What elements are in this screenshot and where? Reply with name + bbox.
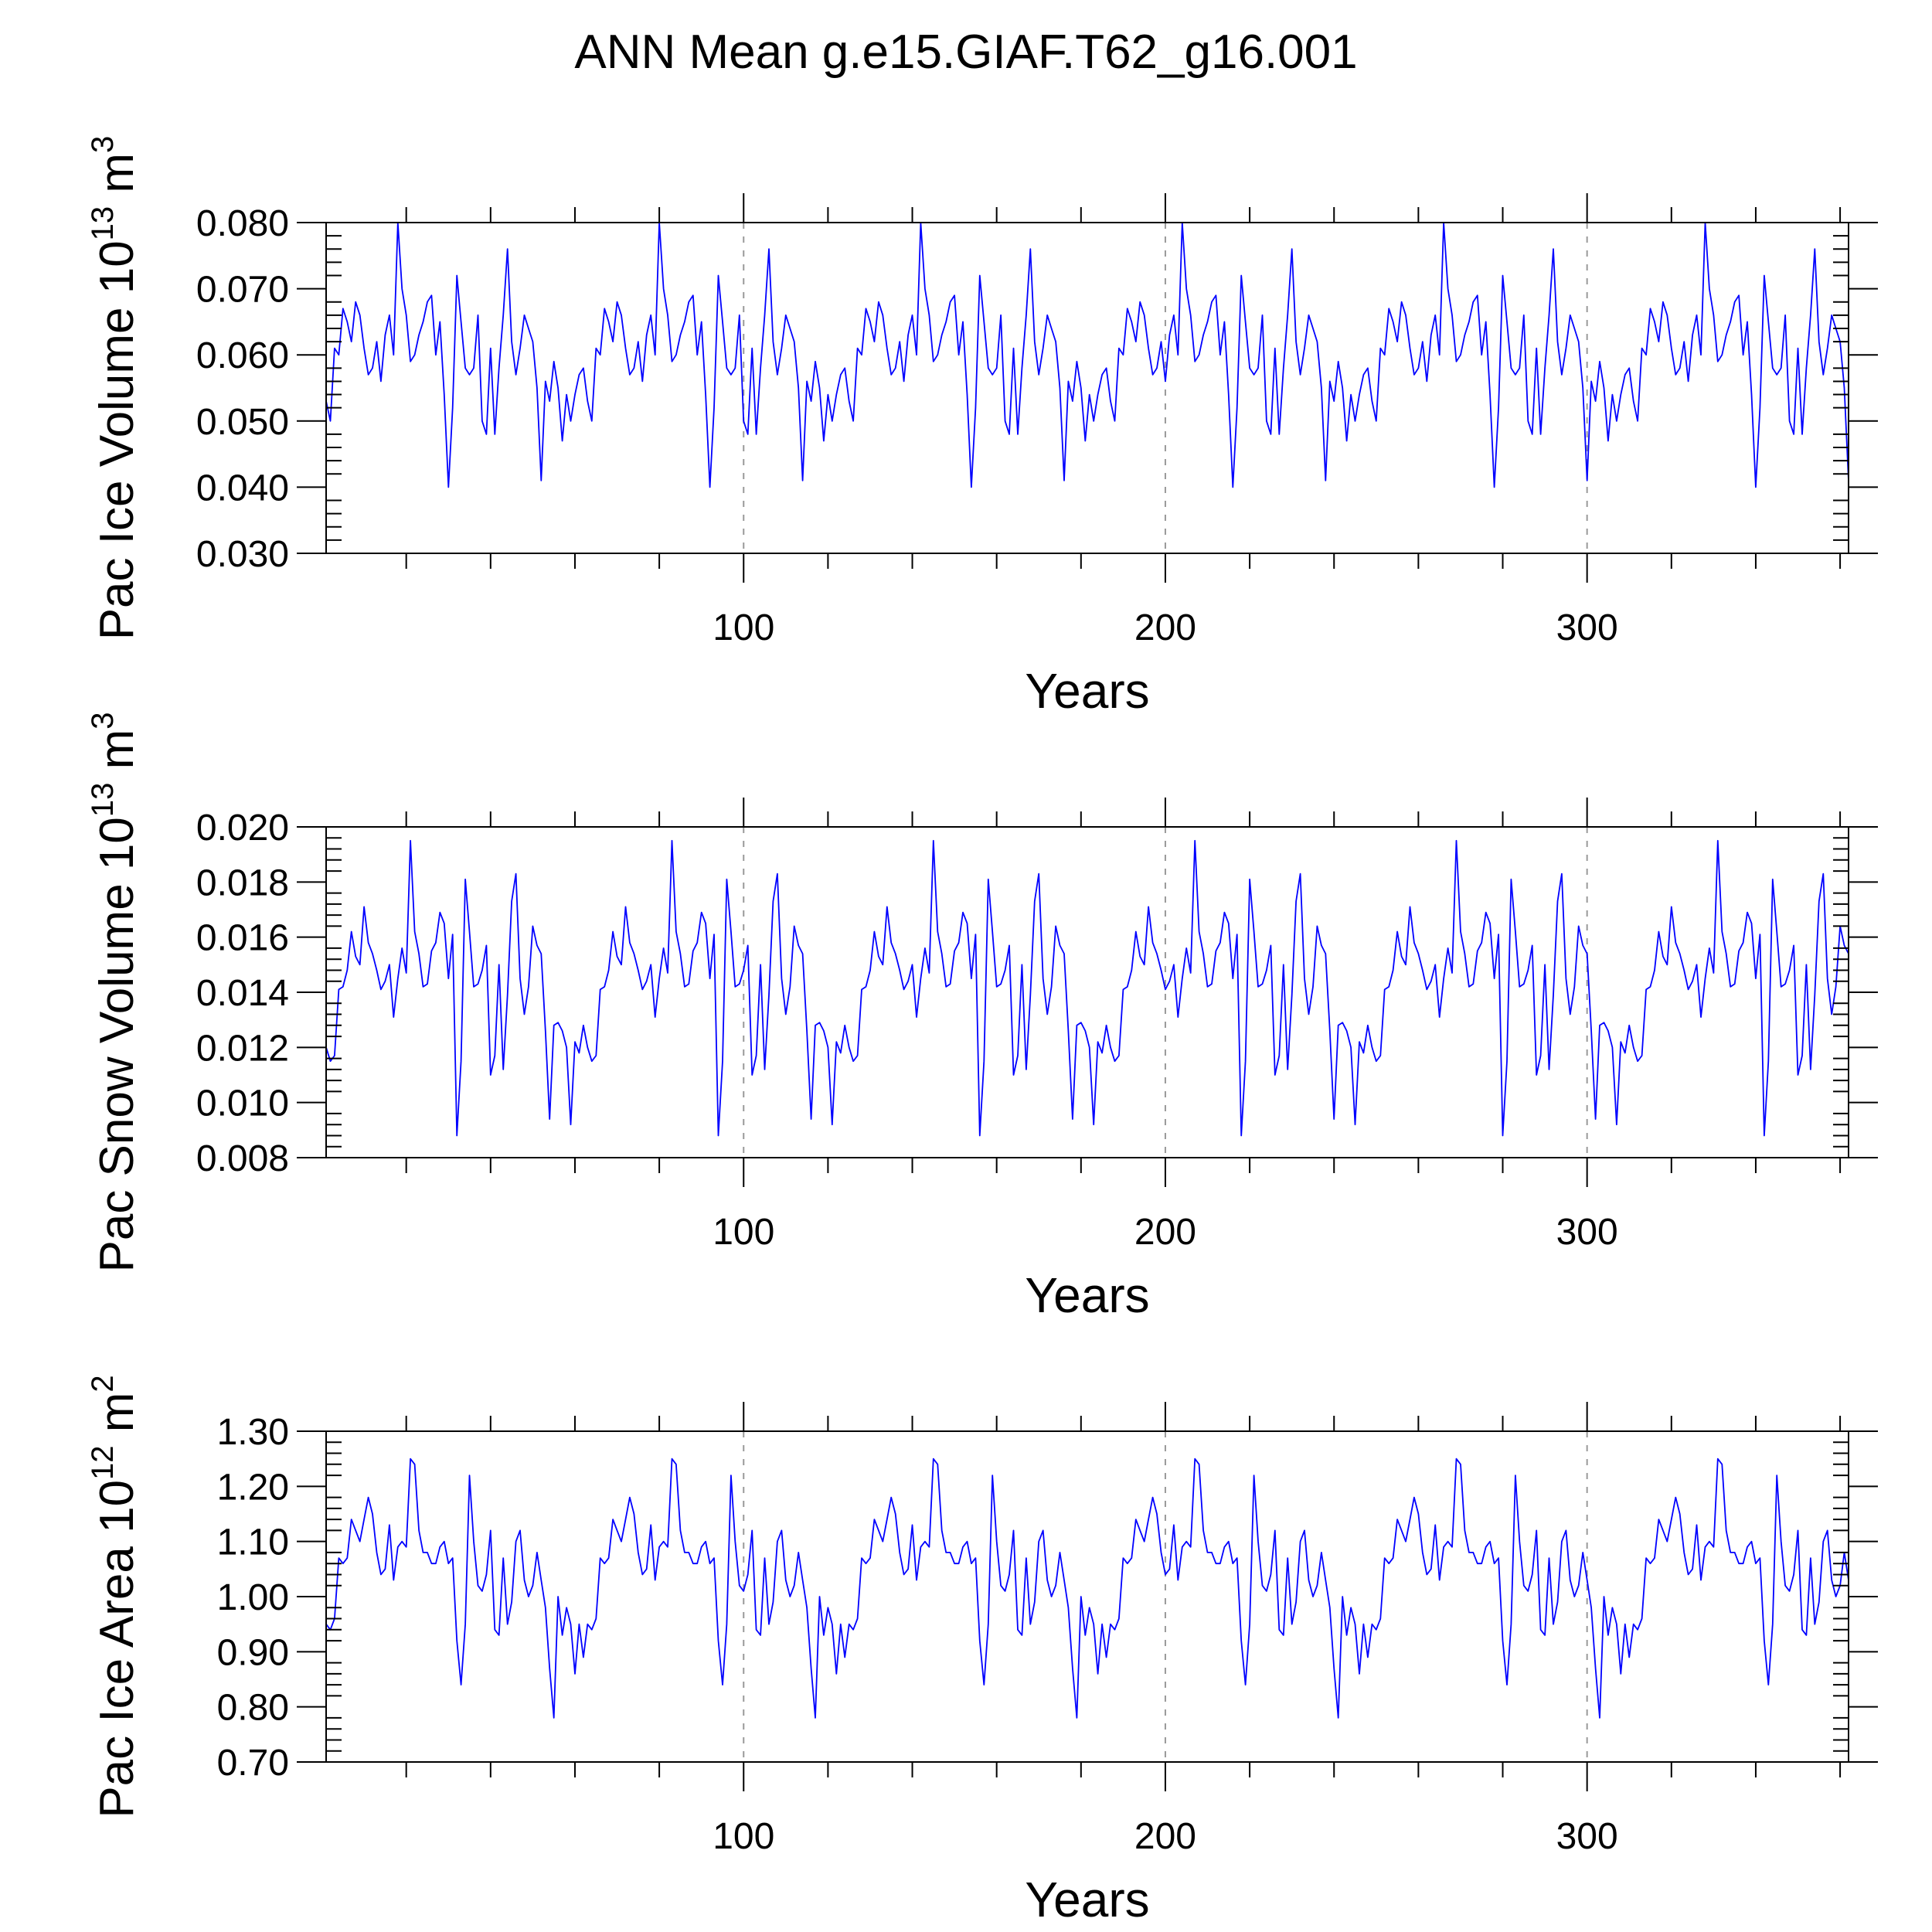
x-axis-label: Years xyxy=(1025,1267,1149,1323)
ytick-label: 0.014 xyxy=(196,973,289,1014)
panels: 0.030 0.040 0.050 0.060 0.070 0.080 100 200 300 Y… xyxy=(86,136,1878,1927)
xtick-label: 300 xyxy=(1556,1212,1618,1253)
y-axis-label-exponent: 13 xyxy=(86,206,120,241)
xtick-label: 300 xyxy=(1556,1816,1618,1857)
ytick-label: 0.008 xyxy=(196,1138,289,1179)
ytick-label: 0.060 xyxy=(196,335,289,376)
xtick-label: 200 xyxy=(1134,1212,1196,1253)
ytick-label: 1.00 xyxy=(217,1577,289,1618)
ytick-label: 0.90 xyxy=(217,1632,289,1673)
y-axis-label-unit: m xyxy=(90,1393,144,1446)
chart-panel-2: 0.008 0.010 0.012 0.014 0.016 0.018 0.020 100 20… xyxy=(86,713,1878,1323)
ytick-label: 0.016 xyxy=(196,918,289,959)
series-line xyxy=(325,839,1849,1137)
y-axis-label: Pac Ice Area 1012 m2 xyxy=(86,1375,144,1818)
xtick-label: 100 xyxy=(713,1212,774,1253)
ytick-label: 1.20 xyxy=(217,1467,289,1508)
y-axis-label-unit-exponent: 3 xyxy=(86,136,120,153)
y-axis-label-unit-exponent: 2 xyxy=(86,1375,120,1392)
y-axis-label-text: Pac Snow Volume 10 xyxy=(90,817,144,1272)
y-axis-label-unit-exponent: 3 xyxy=(86,713,120,730)
ytick-label: 0.070 xyxy=(196,270,289,311)
ytick-label: 1.30 xyxy=(217,1412,289,1453)
series-line xyxy=(325,1458,1849,1719)
ytick-label: 0.80 xyxy=(217,1688,289,1729)
y-axis-label-exponent: 12 xyxy=(86,1445,120,1480)
chart-panel-3: 0.70 0.80 0.90 1.00 1.10 1.20 1.30 100 200 300 Yea… xyxy=(86,1375,1878,1927)
xtick-label: 300 xyxy=(1556,607,1618,648)
ytick-label: 1.10 xyxy=(217,1522,289,1563)
y-axis-label-text: Pac Ice Area 10 xyxy=(90,1480,144,1818)
plot-frame xyxy=(325,222,1849,554)
y-axis-label-exponent: 13 xyxy=(86,783,120,818)
y-axis-label: Pac Snow Volume 1013 m3 xyxy=(86,713,144,1273)
xtick-label: 100 xyxy=(713,607,774,648)
y-axis-label-unit: m xyxy=(90,730,144,783)
ytick-label: 0.018 xyxy=(196,862,289,903)
ytick-label: 0.012 xyxy=(196,1028,289,1069)
ytick-label: 0.080 xyxy=(196,203,289,244)
ytick-label: 0.020 xyxy=(196,808,289,849)
y-axis-label: Pac Ice Volume 1013 m3 xyxy=(86,136,144,641)
plot-frame xyxy=(325,826,1849,1158)
series-line xyxy=(325,222,1849,488)
xtick-label: 200 xyxy=(1134,607,1196,648)
ytick-label: 0.050 xyxy=(196,402,289,443)
ytick-label: 0.040 xyxy=(196,468,289,509)
chart-panel-1: 0.030 0.040 0.050 0.060 0.070 0.080 100 200 300 Y… xyxy=(86,136,1878,719)
y-axis-label-unit: m xyxy=(90,153,144,206)
x-axis-label: Years xyxy=(1025,663,1149,719)
xtick-label: 100 xyxy=(713,1816,774,1857)
ytick-label: 0.030 xyxy=(196,534,289,575)
xtick-label: 200 xyxy=(1134,1816,1196,1857)
x-axis-label: Years xyxy=(1025,1872,1149,1927)
ytick-label: 0.010 xyxy=(196,1083,289,1124)
ytick-label: 0.70 xyxy=(217,1743,289,1784)
y-axis-label-text: Pac Ice Volume 10 xyxy=(90,240,144,640)
figure-title: ANN Mean g.e15.GIAF.T62_g16.001 xyxy=(574,26,1357,79)
